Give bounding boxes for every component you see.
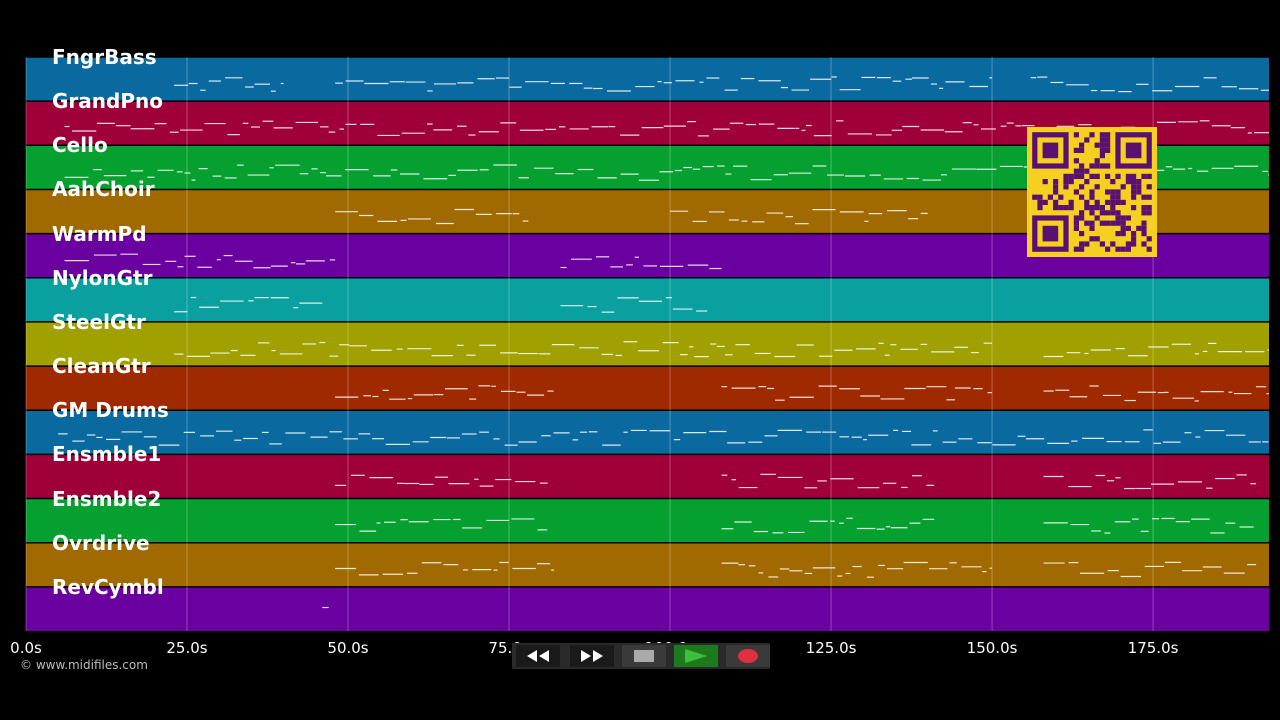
time-tick-label: 125.0s [805,639,857,657]
track-label: Ensmble2 [52,486,162,511]
record-button[interactable] [726,645,770,667]
track-label: NylonGtr [52,265,153,290]
track-lane [26,57,1269,102]
rewind-button[interactable] [516,645,560,667]
record-icon [738,649,758,663]
track-lane [26,498,1269,543]
track-label: AahChoir [52,177,155,202]
transport-bar [512,643,770,669]
stop-button[interactable] [622,645,666,667]
track-label: SteelGtr [52,309,146,334]
copyright-text: © www.midifiles.com [20,658,148,672]
fast-forward-button[interactable] [570,645,614,667]
track-label: GM Drums [52,398,169,423]
track-label: Ovrdrive [52,530,150,555]
track-label: CleanGtr [52,354,151,379]
time-tick-label: 150.0s [966,639,1018,657]
time-tick-label: 175.0s [1127,639,1179,657]
time-tick-label: 0.0s [10,639,42,657]
stop-icon [634,650,654,662]
track-lane [26,542,1269,587]
rewind-icon [527,650,549,662]
play-button[interactable] [674,645,718,667]
qr-code-icon [1027,127,1157,257]
track-lane [26,277,1269,322]
track-lane [26,410,1269,455]
play-icon [685,649,707,663]
track-label: WarmPd [52,221,147,246]
track-label: GrandPno [52,89,163,114]
track-label: RevCymbl [52,574,164,599]
track-lane [26,454,1269,499]
track-lane [26,321,1269,367]
track-label: Cello [52,133,108,158]
track-lane [26,366,1269,411]
fast-forward-icon [581,650,603,662]
time-tick-label: 25.0s [166,639,208,657]
track-label: Ensmble1 [52,442,162,467]
track-lane [26,586,1269,631]
time-tick-label: 50.0s [327,639,369,657]
track-label: FngrBass [52,45,157,69]
